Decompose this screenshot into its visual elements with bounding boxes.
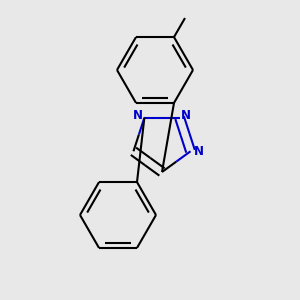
Text: N: N (181, 109, 190, 122)
Text: N: N (194, 145, 203, 158)
Text: N: N (134, 109, 143, 122)
